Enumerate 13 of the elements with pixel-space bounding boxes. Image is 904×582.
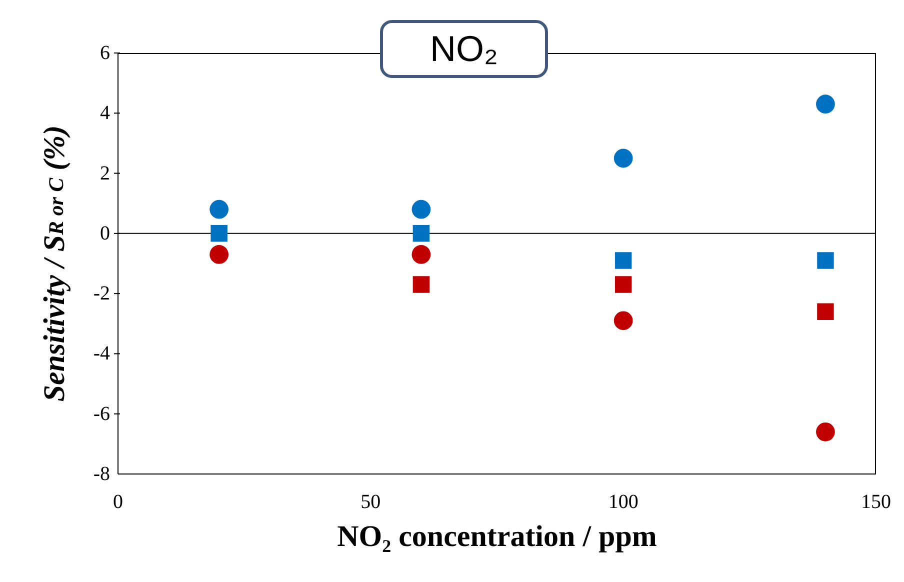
- y-tick-label: -4: [93, 342, 110, 365]
- y-tick-label: 6: [100, 42, 110, 64]
- x-tick-label: 50: [360, 491, 381, 514]
- y-tick-label: -2: [93, 282, 110, 305]
- x-axis-title: NO₂ concentration / ppm: [337, 520, 657, 553]
- y-tick-label: -6: [93, 402, 110, 425]
- x-tick-label: 150: [861, 491, 891, 514]
- y-tick-label: -8: [93, 463, 110, 485]
- y-tick-label: 2: [100, 162, 110, 184]
- chart-title: NO₂: [380, 20, 548, 78]
- y-tick-label: 0: [100, 222, 110, 244]
- x-tick-label: 100: [608, 491, 638, 514]
- y-tick-label: 4: [100, 102, 110, 124]
